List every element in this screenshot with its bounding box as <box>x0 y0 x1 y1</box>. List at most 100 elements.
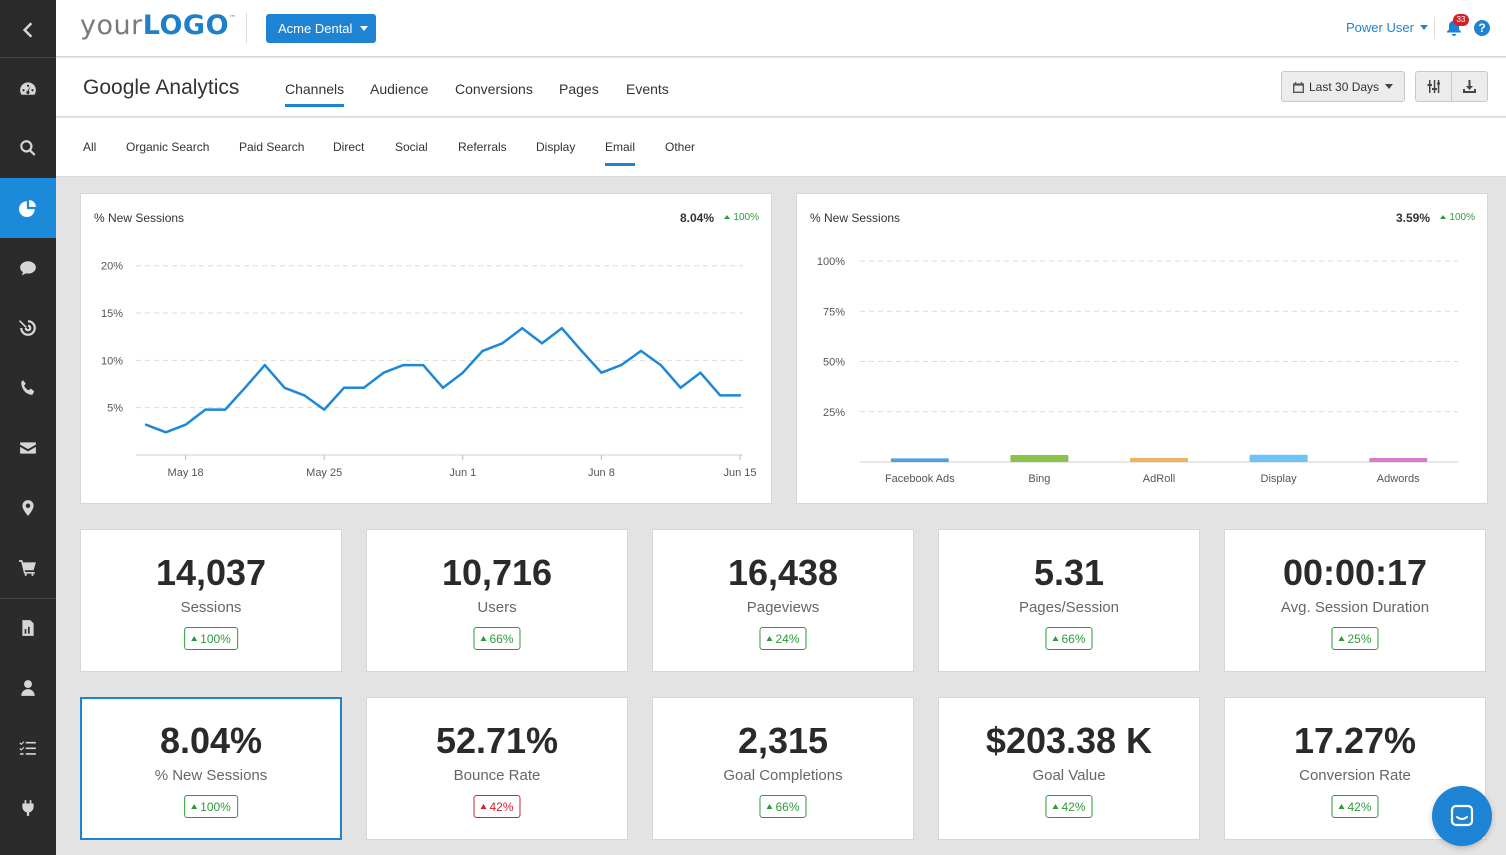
metric-label: Goal Completions <box>723 767 843 784</box>
subtab-other[interactable]: Other <box>665 140 696 154</box>
sidebar-item-reports[interactable] <box>0 598 56 658</box>
bar <box>1249 454 1308 462</box>
metric-card-sessions[interactable]: 14,037 Sessions 100% <box>80 529 342 672</box>
chevron-left-icon <box>22 22 33 38</box>
sidebar-item-analytics[interactable] <box>0 178 56 238</box>
tab-pages[interactable]: Pages <box>559 81 599 97</box>
caret-down-icon <box>1419 25 1428 30</box>
tab-audience[interactable]: Audience <box>370 81 429 97</box>
metric-delta-badge: 100% <box>184 795 238 818</box>
bar <box>1369 457 1428 462</box>
tab-conversions[interactable]: Conversions <box>455 81 533 97</box>
sidebar-item-goals[interactable] <box>0 298 56 358</box>
y-tick-label: 5% <box>107 403 123 415</box>
metric-delta-badge: 66% <box>473 627 521 650</box>
location-pin-icon <box>22 500 34 516</box>
divider <box>1434 17 1435 39</box>
cart-icon <box>19 560 36 576</box>
metric-card-bounce-rate[interactable]: 52.71% Bounce Rate 42% <box>366 697 628 840</box>
metric-value: 17.27% <box>1293 720 1417 761</box>
logo[interactable]: yourLOGO™ <box>80 10 237 41</box>
metric-label: Bounce Rate <box>453 767 541 784</box>
data-point <box>600 371 603 374</box>
metric-card-pages-per-session[interactable]: 5.31 Pages/Session 66% <box>938 529 1200 672</box>
date-range-button[interactable]: Last 30 Days <box>1281 71 1405 102</box>
chart-value: 3.59% <box>1395 211 1430 225</box>
chart-value: 8.04% <box>679 211 714 225</box>
data-point <box>422 363 425 367</box>
metric-delta-badge: 42% <box>473 795 521 818</box>
data-point <box>441 386 445 390</box>
filter-settings-button[interactable] <box>1415 71 1452 102</box>
metric-card-users[interactable]: 10,716 Users 66% <box>366 529 628 672</box>
metric-value: 10,716 <box>441 552 553 593</box>
target-icon <box>19 320 36 336</box>
data-point <box>204 408 207 411</box>
download-button[interactable] <box>1451 71 1488 102</box>
sidebar-item-local[interactable] <box>0 478 56 538</box>
metric-card-goal-value[interactable]: $203.38 K Goal Value 42% <box>938 697 1200 840</box>
sidebar-item-dashboard[interactable] <box>0 58 56 118</box>
client-selector-label: Acme Dental <box>278 21 353 36</box>
dashboard-icon <box>20 82 36 95</box>
y-tick-label: 75% <box>823 306 845 318</box>
data-point <box>184 423 187 426</box>
subtab-email[interactable]: Email <box>605 140 636 166</box>
y-tick-label: 25% <box>823 407 845 419</box>
metric-card-conversion-rate[interactable]: 17.27% Conversion Rate 42% <box>1224 697 1486 840</box>
sidebar-item-tasks[interactable] <box>0 718 56 778</box>
download-icon <box>1463 80 1476 93</box>
line-chart[interactable]: 5% 10% 15% 20% May 18 May 25 Jun 1 Jun 8 Jun 15 <box>81 194 771 503</box>
subtab-social[interactable]: Social <box>395 140 428 154</box>
metric-label: Users <box>477 599 517 616</box>
user-menu[interactable]: Power User <box>1346 20 1428 35</box>
divider <box>246 13 247 43</box>
data-point <box>560 326 563 330</box>
collapse-sidebar-button[interactable] <box>0 0 56 60</box>
sidebar-item-users[interactable] <box>0 658 56 718</box>
y-tick-label: 10% <box>101 355 123 367</box>
data-point <box>719 394 722 397</box>
tab-events[interactable]: Events <box>626 81 669 97</box>
data-point <box>303 394 306 397</box>
metric-card-pageviews[interactable]: 16,438 Pageviews 24% <box>652 529 914 672</box>
metric-value: 00:00:17 <box>1282 552 1428 593</box>
chat-widget-button[interactable] <box>1432 786 1492 846</box>
data-point <box>738 394 742 397</box>
x-tick-label: Jun 8 <box>588 467 615 479</box>
metric-card-avg-session-duration[interactable]: 00:00:17 Avg. Session Duration 25% <box>1224 529 1486 672</box>
metric-value: 52.71% <box>435 720 559 761</box>
date-range-label: Last 30 Days <box>1309 79 1380 94</box>
calendar-icon <box>1293 81 1304 93</box>
subtab-paid-search[interactable]: Paid Search <box>239 140 305 154</box>
metric-card-new-sessions[interactable]: 8.04% % New Sessions 100% <box>80 697 342 840</box>
y-tick-label: 20% <box>101 261 123 273</box>
x-tick-label: Jun 15 <box>723 467 756 479</box>
subtab-direct[interactable]: Direct <box>333 140 365 154</box>
mail-icon <box>20 442 36 454</box>
sidebar-item-integrations[interactable] <box>0 778 56 838</box>
sidebar-item-email[interactable] <box>0 418 56 478</box>
page-title: Google Analytics <box>83 76 240 99</box>
subtab-display[interactable]: Display <box>536 140 576 154</box>
metric-value: 8.04% <box>159 720 263 761</box>
tab-channels[interactable]: Channels <box>285 81 345 107</box>
sidebar-item-ecommerce[interactable] <box>0 538 56 598</box>
sidebar-item-search[interactable] <box>0 118 56 178</box>
top-header: yourLOGO™ Acme Dental Power User 33 ? <box>56 0 1506 57</box>
data-point <box>382 371 385 374</box>
x-tick-label: Jun 1 <box>449 467 476 479</box>
subtab-all[interactable]: All <box>83 140 97 154</box>
data-point <box>224 408 227 411</box>
client-selector-button[interactable]: Acme Dental <box>266 14 376 43</box>
help-button[interactable]: ? <box>1474 20 1490 36</box>
bar-chart[interactable]: 25% 50% 75% 100% Facebook Ads Bing AdRoll Displ… <box>797 194 1487 503</box>
sidebar-item-chat[interactable] <box>0 238 56 298</box>
subtab-organic-search[interactable]: Organic Search <box>126 140 210 154</box>
subtab-referrals[interactable]: Referrals <box>458 140 507 154</box>
metric-card-goal-completions[interactable]: 2,315 Goal Completions 66% <box>652 697 914 840</box>
sidebar-item-calls[interactable] <box>0 358 56 418</box>
x-tick-label: AdRoll <box>1143 473 1175 485</box>
data-point <box>699 371 702 374</box>
data-point <box>620 363 623 367</box>
